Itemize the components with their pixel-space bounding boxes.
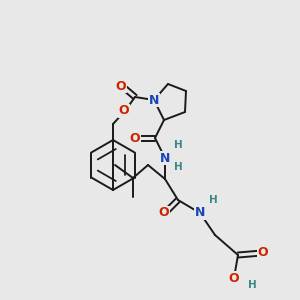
Text: H: H <box>174 162 182 172</box>
Text: O: O <box>116 80 126 92</box>
Text: N: N <box>160 152 170 164</box>
Text: O: O <box>229 272 239 284</box>
Text: O: O <box>130 131 140 145</box>
Text: H: H <box>248 280 256 290</box>
Text: N: N <box>195 206 205 220</box>
Text: H: H <box>174 140 182 150</box>
Text: N: N <box>149 94 159 106</box>
Text: O: O <box>258 247 268 260</box>
Text: H: H <box>208 195 217 205</box>
Text: O: O <box>159 206 169 220</box>
Text: O: O <box>119 104 129 118</box>
